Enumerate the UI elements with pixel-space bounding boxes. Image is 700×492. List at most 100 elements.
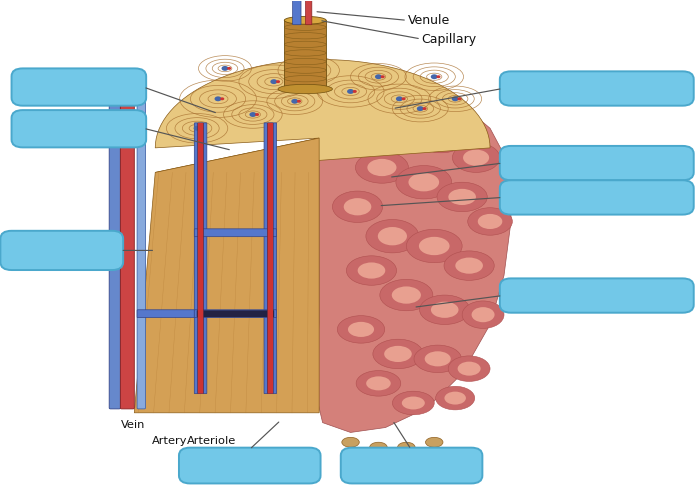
FancyBboxPatch shape — [109, 88, 120, 409]
FancyBboxPatch shape — [197, 310, 274, 317]
Ellipse shape — [342, 437, 359, 447]
Ellipse shape — [335, 118, 388, 149]
Circle shape — [276, 80, 280, 83]
FancyBboxPatch shape — [195, 123, 207, 394]
Ellipse shape — [478, 214, 503, 229]
FancyBboxPatch shape — [195, 229, 276, 237]
Ellipse shape — [344, 198, 371, 215]
Ellipse shape — [414, 345, 461, 372]
Circle shape — [220, 97, 224, 100]
Circle shape — [381, 75, 385, 78]
Ellipse shape — [462, 301, 504, 329]
FancyBboxPatch shape — [198, 123, 204, 394]
FancyBboxPatch shape — [11, 68, 146, 106]
Circle shape — [291, 99, 298, 104]
Ellipse shape — [398, 442, 415, 452]
Ellipse shape — [431, 302, 458, 318]
Ellipse shape — [468, 208, 512, 235]
Text: Capillary: Capillary — [421, 33, 477, 46]
Ellipse shape — [425, 351, 451, 367]
FancyBboxPatch shape — [137, 310, 207, 318]
Circle shape — [297, 100, 301, 103]
Ellipse shape — [435, 386, 475, 410]
FancyBboxPatch shape — [264, 123, 276, 394]
FancyBboxPatch shape — [137, 88, 146, 409]
Ellipse shape — [378, 227, 407, 246]
Circle shape — [199, 127, 204, 130]
Circle shape — [270, 79, 277, 84]
Ellipse shape — [366, 219, 419, 253]
Circle shape — [214, 96, 221, 101]
Ellipse shape — [437, 182, 487, 212]
Ellipse shape — [284, 16, 326, 24]
Ellipse shape — [375, 107, 430, 140]
FancyBboxPatch shape — [500, 146, 694, 180]
FancyBboxPatch shape — [197, 123, 204, 394]
Ellipse shape — [444, 392, 466, 404]
Ellipse shape — [452, 143, 500, 172]
Circle shape — [249, 112, 256, 117]
Ellipse shape — [380, 279, 433, 311]
FancyBboxPatch shape — [500, 278, 694, 313]
Ellipse shape — [373, 339, 423, 369]
Circle shape — [416, 106, 424, 111]
Text: Artery: Artery — [151, 436, 187, 446]
FancyBboxPatch shape — [195, 310, 276, 318]
Ellipse shape — [332, 191, 383, 222]
Circle shape — [311, 69, 315, 72]
Ellipse shape — [384, 346, 412, 362]
Circle shape — [353, 90, 357, 93]
Ellipse shape — [358, 262, 385, 278]
Circle shape — [255, 113, 259, 116]
FancyBboxPatch shape — [11, 110, 146, 148]
Ellipse shape — [356, 370, 401, 396]
Ellipse shape — [408, 173, 439, 191]
Ellipse shape — [368, 159, 396, 176]
Ellipse shape — [419, 295, 470, 325]
Circle shape — [457, 97, 461, 100]
Polygon shape — [134, 138, 319, 413]
Ellipse shape — [346, 256, 397, 285]
Ellipse shape — [444, 251, 494, 280]
Ellipse shape — [370, 442, 387, 452]
Ellipse shape — [472, 307, 495, 322]
Circle shape — [194, 126, 201, 131]
Circle shape — [305, 68, 312, 73]
Ellipse shape — [392, 286, 421, 304]
Ellipse shape — [393, 391, 434, 415]
Ellipse shape — [346, 124, 376, 142]
Ellipse shape — [356, 152, 408, 183]
FancyBboxPatch shape — [1, 231, 123, 270]
Ellipse shape — [396, 165, 452, 199]
Circle shape — [402, 97, 405, 100]
Ellipse shape — [448, 356, 490, 381]
Ellipse shape — [448, 189, 476, 205]
FancyBboxPatch shape — [179, 448, 321, 484]
Text: Venule: Venule — [407, 14, 450, 27]
Ellipse shape — [416, 123, 466, 153]
Ellipse shape — [419, 237, 449, 255]
Ellipse shape — [388, 114, 418, 132]
Circle shape — [422, 107, 426, 110]
FancyBboxPatch shape — [293, 0, 301, 25]
Polygon shape — [316, 74, 511, 432]
FancyBboxPatch shape — [306, 0, 312, 25]
FancyBboxPatch shape — [341, 448, 482, 484]
Circle shape — [430, 74, 438, 79]
Ellipse shape — [366, 376, 391, 390]
Circle shape — [436, 75, 440, 78]
Ellipse shape — [278, 84, 332, 93]
FancyBboxPatch shape — [500, 180, 694, 215]
Ellipse shape — [428, 130, 455, 146]
FancyBboxPatch shape — [267, 123, 273, 394]
Circle shape — [396, 96, 403, 101]
Ellipse shape — [463, 150, 489, 166]
Ellipse shape — [402, 397, 425, 409]
Ellipse shape — [348, 322, 374, 337]
Polygon shape — [155, 60, 490, 172]
FancyBboxPatch shape — [267, 123, 274, 394]
FancyBboxPatch shape — [120, 88, 134, 409]
Circle shape — [227, 67, 231, 70]
Text: Arteriole: Arteriole — [186, 436, 236, 446]
Circle shape — [375, 74, 382, 79]
